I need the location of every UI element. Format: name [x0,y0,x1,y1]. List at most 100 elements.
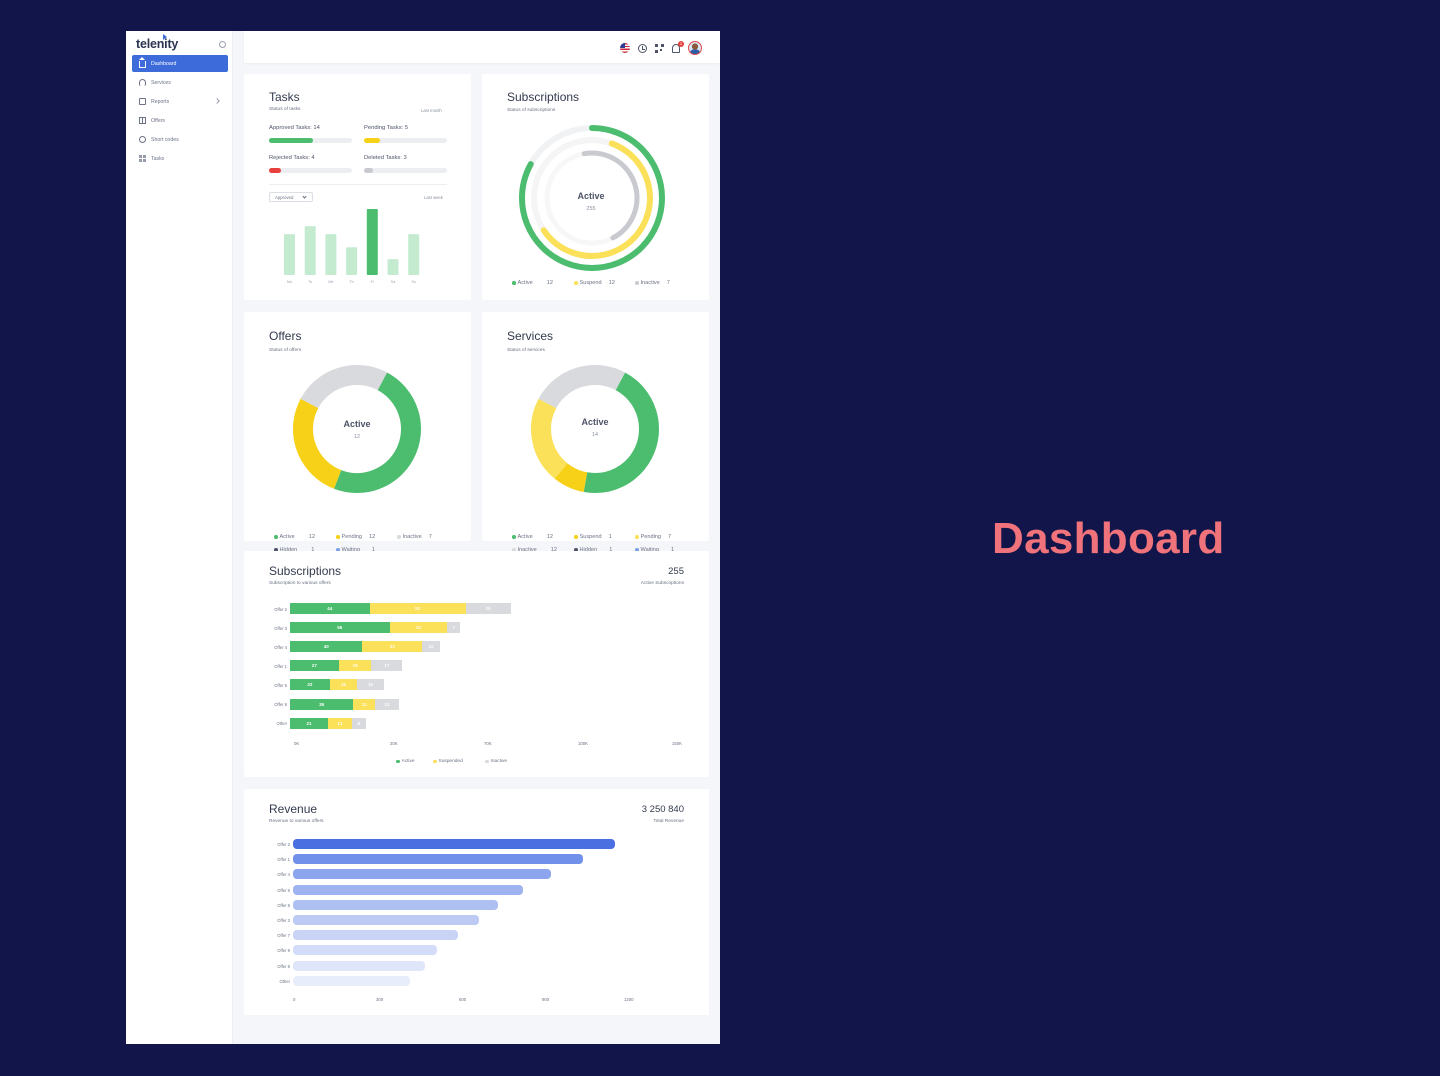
legend-label: Inactive [517,547,537,553]
tasks-card: Tasks Status of tasks Last month Approve… [244,74,471,300]
x-tick-label: 0K [294,741,300,746]
x-tick-label: 900 [542,997,550,1002]
offers-donut-chart [293,365,421,493]
sidebar-item-offers[interactable]: Offers [132,112,228,129]
legend-label: Active [401,759,415,764]
legend-value: 12 [308,534,315,540]
sidebar-item-label: Dashboard [151,60,177,67]
subscriptions-offers-card: Subscriptions Subscription to various of… [244,551,709,777]
legend-dot [574,281,578,285]
stacked-row-label: Offer 2 [274,606,287,612]
offers-subtitle: Status of offers [269,348,302,353]
offers-center-label: Active [343,419,371,429]
legend-label: Waiting [640,547,659,553]
offers-status-card: Offers Status of offers Active 12 Active… [244,312,471,553]
us-flag-icon[interactable] [620,43,630,53]
legend-value: 1 [311,547,315,553]
headset-icon [139,79,146,86]
legend-dot [512,535,516,539]
donut-slice-suspend [531,365,659,493]
pending-tasks-bar [364,138,447,143]
sidebar-item-short-codes[interactable]: Short codes [132,131,228,148]
sidebar-item-dashboard[interactable]: Dashboard [132,55,228,72]
legend-item: Hidden 1 [574,547,612,553]
revenue-bar [293,960,425,971]
deleted-tasks-bar [364,168,447,173]
legend-dot [512,548,516,552]
x-tick-label: 70K [484,741,492,746]
revenue-row-label: Offer 3 [277,918,290,923]
legend-value: 12 [546,534,553,540]
rejected-tasks-label: Rejected Tasks: 4 [269,155,315,161]
stacked-segment-inactive: 10 [422,641,441,653]
legend-item: Hidden 1 [274,547,314,553]
ring-inactive [544,150,640,246]
stacked-segment-suspended: 15 [329,679,357,691]
revenue-row-label: Other [279,978,290,984]
logo: telenity [136,37,179,51]
chevron-right-icon [214,98,220,104]
stacked-row-label: Offer 5 [274,682,287,688]
gift-icon [139,117,146,124]
legend-label: Inactive [490,759,508,764]
subscriptions-status-subtitle: Status of subscriptions [507,108,556,113]
legend-item: Waiting 1 [336,547,375,553]
avatar[interactable] [688,41,702,55]
legend-dot [336,548,340,552]
bell-icon[interactable]: 2 [672,40,684,53]
legend-value: 12 [608,280,615,286]
donut-slice-active [293,365,421,493]
stacked-segment-active: 21 [290,717,328,729]
tasks-bar [325,234,337,275]
tasks-title: Tasks [269,90,300,104]
stacked-row-label: Offer 3 [274,625,287,631]
stacked-row-label: Other [276,721,287,727]
qr-code-icon[interactable] [655,43,664,53]
total-revenue-value: 3 250 840 [641,804,684,815]
task-status-filter-value: Approved [275,195,294,200]
legend-label: Suspended [438,759,463,764]
sidebar-item-reports[interactable]: Reports [132,93,228,110]
legend-dot [635,548,639,552]
legend-value: 1 [608,534,612,540]
sidebar-item-services[interactable]: Services [132,74,228,91]
revenue-row-label: Offer 9 [277,948,290,954]
legend-item: Pending 12 [336,534,375,540]
revenue-bar [293,884,524,895]
collapse-icon[interactable] [219,41,226,48]
revenue-row-label: Offer 8 [277,963,290,969]
legend-item: Suspended [433,759,463,764]
services-status-card: Services Status of services Active 14 Ac… [482,312,709,553]
legend-label: Suspend [579,280,602,286]
pending-tasks-label: Pending Tasks: 5 [364,125,409,131]
legend-value: 12 [369,534,376,540]
revenue-bar [293,915,479,925]
legend-item: Inactive [485,759,507,764]
sidebar-item-label: Services [151,79,171,86]
stacked-row-label: Offer 4 [274,644,287,650]
legend-label: Waiting [341,547,360,553]
subscriptions-status-title: Subscriptions [507,90,580,104]
clock-icon[interactable] [638,43,647,53]
stacked-segment-inactive: 8 [351,717,366,729]
stacked-segment-suspended: 53 [369,603,466,614]
legend-label: Hidden [279,547,298,553]
donut-slice-pending [531,365,659,493]
ring-suspend [531,137,653,259]
stacked-row-label: Offer 6 [274,702,287,707]
revenue-row-label: Offer 6 [277,887,290,893]
sidebar-item-tasks[interactable]: Tasks [132,150,228,167]
tasks-tick-label: We [328,280,333,284]
active-subscriptions-total: 255 [668,566,684,577]
x-tick-label: 1200 [624,997,634,1002]
revenue-card: Revenue Revenue to various offers 3 250 … [244,789,709,1015]
tasks-tick-label: Sa [391,280,395,284]
revenue-row-label: Offer 1 [277,857,290,863]
task-status-filter[interactable]: Approved [269,192,313,202]
stacked-segment-suspended: 13 [328,717,352,729]
revenue-bar [293,839,615,849]
subscriptions-offers-subtitle: Subscription to various offers [269,581,331,586]
sidebar-item-label: Tasks [151,155,165,162]
revenue-bar [293,854,583,865]
legend-dot [396,759,400,764]
